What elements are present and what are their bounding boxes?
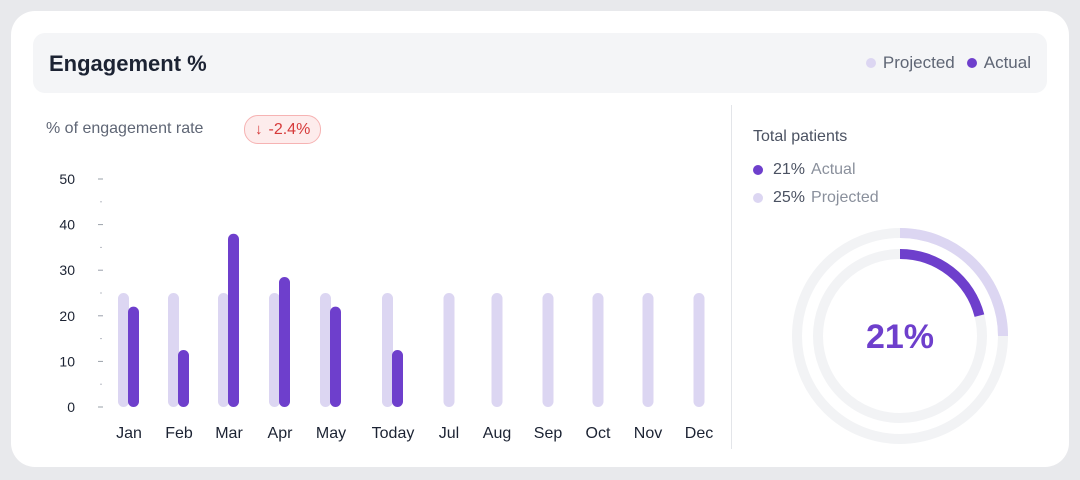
bar-actual-feb (178, 350, 189, 407)
x-tick-label: Today (372, 425, 415, 442)
actual-value: 21% (773, 161, 806, 178)
x-tick-label: Jan (116, 425, 142, 442)
bar-projected-jan (118, 293, 129, 407)
bar-projected-oct (592, 293, 604, 407)
bar-actual-apr (279, 277, 290, 407)
x-tick-label: Jul (439, 425, 459, 442)
y-tick-label: 10 (59, 353, 75, 369)
projected-arc (899, 228, 1008, 337)
legend-item-actual: Actual (966, 53, 1031, 73)
y-tick-label: 0 (67, 399, 75, 415)
bar-projected-aug (491, 293, 503, 407)
donut-center-label: 21% (866, 318, 934, 356)
bar-projected-today (382, 293, 393, 407)
x-tick-label: Sep (534, 425, 563, 442)
projected-dot (753, 193, 763, 203)
change-value: -2.4% (268, 120, 311, 138)
bar-chart: 0 10 20 30 40 50 Jan Feb Mar Apr May Today Jul Aug Sep… (59, 171, 713, 442)
total-patients-actual: 21% Actual (753, 161, 856, 179)
bar-projected-dec (693, 293, 705, 407)
y-tick-label: 40 (59, 217, 75, 233)
bar-projected-mar (218, 293, 229, 407)
bar-actual-mar (228, 233, 239, 407)
bar-actual-may (330, 306, 341, 407)
legend-actual-dot (966, 58, 977, 68)
legend-projected-label: Projected (882, 53, 955, 72)
actual-dot (753, 165, 763, 175)
bar-projected-feb (168, 293, 179, 407)
bar-actual-jan (128, 306, 139, 407)
y-tick-label: 20 (59, 308, 75, 324)
y-tick-label: 30 (59, 262, 75, 278)
legend-projected-dot (865, 58, 876, 68)
donut-chart: 21% (792, 228, 1008, 444)
x-tick-label: Nov (634, 425, 662, 442)
arrow-down-icon: ↓ (255, 121, 263, 138)
y-tick-label: 50 (59, 171, 75, 187)
total-patients-projected: 25% Projected (753, 189, 879, 207)
projected-label: Projected (811, 189, 879, 206)
legend: Projected Actual (865, 53, 1031, 73)
x-tick-label: Aug (483, 425, 511, 442)
legend-actual-label: Actual (983, 53, 1031, 72)
total-patients-title: Total patients (753, 128, 848, 145)
bar-projected-jul (443, 293, 455, 407)
x-tick-label: May (316, 425, 346, 442)
x-tick-label: Dec (685, 425, 713, 442)
card-title: Engagement % (49, 51, 207, 76)
legend-item-projected: Projected (865, 53, 955, 73)
change-badge: ↓ -2.4% (244, 115, 322, 144)
actual-arc (899, 249, 985, 317)
x-tick-label: Mar (215, 425, 243, 442)
card-header: Engagement % Projected Actual (33, 33, 1047, 93)
bar-projected-may (320, 293, 331, 407)
bar-actual-today (392, 350, 403, 407)
bar-projected-apr (269, 293, 280, 407)
x-tick-label: Feb (165, 425, 193, 442)
x-tick-label: Apr (268, 425, 294, 442)
section-divider (731, 105, 732, 449)
chart-subtitle: % of engagement rate (46, 120, 204, 137)
x-tick-label: Oct (586, 425, 611, 442)
actual-label: Actual (811, 161, 856, 178)
engagement-card: Engagement % Projected Actual % of engag… (11, 11, 1069, 467)
projected-value: 25% (773, 189, 806, 206)
bar-projected-sep (542, 293, 554, 407)
bar-projected-nov (642, 293, 654, 407)
